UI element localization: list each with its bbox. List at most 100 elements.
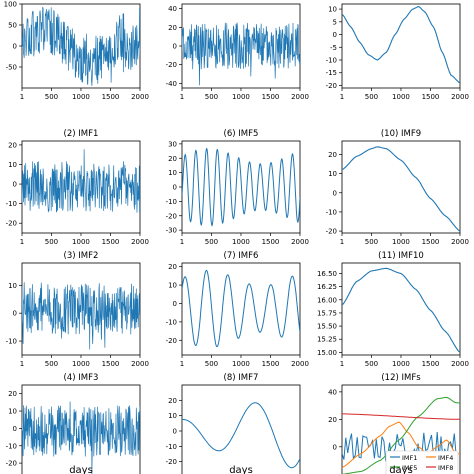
x-axis-label: days bbox=[69, 465, 93, 474]
x-tick-label: 500 bbox=[365, 93, 378, 101]
y-tick-label: 5 bbox=[333, 18, 337, 26]
y-tick-label: 10 bbox=[168, 282, 177, 290]
y-tick-label: -20 bbox=[166, 212, 177, 220]
y-tick-label: -20 bbox=[326, 228, 337, 236]
legend-label: IMF4 bbox=[438, 454, 453, 462]
axes-frame bbox=[181, 262, 301, 356]
x-tick-label: 500 bbox=[365, 360, 378, 368]
x-tick-label: 1500 bbox=[262, 238, 280, 246]
x-axis-label: days bbox=[229, 465, 253, 474]
y-tick-label: 0 bbox=[173, 428, 177, 436]
y-tick-label: 0 bbox=[173, 43, 177, 51]
subplot-title: (11) IMF10 bbox=[378, 251, 424, 261]
series-line bbox=[22, 282, 140, 350]
subplot-title: (10) IMF9 bbox=[381, 129, 421, 139]
y-tick-label: -20 bbox=[166, 337, 177, 345]
subplot-title: (6) IMF5 bbox=[224, 129, 259, 139]
x-tick-label: 500 bbox=[205, 238, 218, 246]
x-tick-label: 1 bbox=[180, 238, 184, 246]
subplot-title: (2) IMF1 bbox=[64, 129, 99, 139]
y-tick-label: 10 bbox=[8, 408, 17, 416]
x-tick-label: 1 bbox=[340, 93, 344, 101]
series-line-imf4 bbox=[342, 421, 460, 468]
y-tick-label: 15.50 bbox=[317, 323, 337, 331]
x-tick-label: 500 bbox=[45, 238, 58, 246]
x-tick-label: 1500 bbox=[422, 93, 440, 101]
x-tick-label: 2000 bbox=[131, 360, 149, 368]
series-line bbox=[342, 6, 460, 84]
y-tick-label: 30 bbox=[168, 140, 177, 148]
y-tick-label: 0 bbox=[173, 300, 177, 308]
x-tick-label: 2000 bbox=[291, 238, 309, 246]
x-tick-label: 500 bbox=[45, 360, 58, 368]
y-tick-label: -10 bbox=[6, 442, 17, 450]
subplot-title: (8) IMF7 bbox=[224, 373, 259, 383]
legend-label: IMF5 bbox=[402, 464, 417, 472]
x-tick-label: 1000 bbox=[72, 238, 90, 246]
x-tick-label: 1500 bbox=[262, 360, 280, 368]
y-tick-label: -30 bbox=[166, 227, 177, 235]
x-tick-label: 1 bbox=[20, 238, 24, 246]
series-line-imf1 bbox=[342, 431, 457, 462]
y-tick-label: 10 bbox=[8, 282, 17, 290]
y-tick-label: 40 bbox=[328, 388, 337, 396]
x-tick-label: 500 bbox=[365, 238, 378, 246]
x-tick-label: 1500 bbox=[102, 238, 120, 246]
subplot-title: (3) IMF2 bbox=[64, 251, 99, 261]
x-tick-label: 2000 bbox=[131, 238, 149, 246]
series-line bbox=[22, 149, 140, 213]
y-tick-label: -20 bbox=[166, 458, 177, 466]
y-tick-label: 10 bbox=[168, 412, 177, 420]
x-tick-label: 1000 bbox=[72, 360, 90, 368]
x-tick-label: 1 bbox=[340, 238, 344, 246]
y-tick-label: 20 bbox=[8, 141, 17, 149]
x-tick-label: 1000 bbox=[232, 360, 250, 368]
x-tick-label: 1500 bbox=[102, 93, 120, 101]
y-tick-label: -20 bbox=[6, 220, 17, 228]
y-tick-label: 15.75 bbox=[317, 309, 337, 317]
subplot-title: (7) IMF6 bbox=[224, 251, 259, 261]
y-tick-label: -10 bbox=[166, 198, 177, 206]
y-tick-label: 16.50 bbox=[317, 270, 337, 278]
series-line bbox=[22, 401, 140, 474]
series-line bbox=[182, 22, 300, 86]
y-tick-label: 0 bbox=[333, 31, 337, 39]
x-tick-label: 2000 bbox=[451, 93, 469, 101]
x-tick-label: 1500 bbox=[422, 238, 440, 246]
y-tick-label: -10 bbox=[6, 338, 17, 346]
subplot-title: (12) IMFs bbox=[381, 373, 421, 383]
x-tick-label: 2000 bbox=[291, 93, 309, 101]
y-tick-label: 20 bbox=[328, 151, 337, 159]
x-tick-label: 1 bbox=[180, 360, 184, 368]
x-tick-label: 1000 bbox=[232, 238, 250, 246]
y-tick-label: 20 bbox=[168, 397, 177, 405]
x-tick-label: 2000 bbox=[451, 360, 469, 368]
x-tick-label: 2000 bbox=[451, 238, 469, 246]
y-tick-label: -15 bbox=[326, 69, 337, 77]
y-tick-label: 20 bbox=[168, 155, 177, 163]
x-tick-label: 1000 bbox=[392, 360, 410, 368]
y-tick-label: 100 bbox=[4, 1, 17, 9]
y-tick-label: 10 bbox=[328, 6, 337, 14]
series-line bbox=[182, 402, 300, 469]
axes-frame bbox=[181, 384, 301, 474]
legend-label: IMF8 bbox=[438, 464, 453, 472]
x-tick-label: 1000 bbox=[72, 93, 90, 101]
series-line bbox=[22, 6, 140, 86]
x-tick-label: 500 bbox=[205, 93, 218, 101]
x-tick-label: 1000 bbox=[392, 238, 410, 246]
series-line-imf5 bbox=[342, 396, 460, 474]
x-tick-label: 2000 bbox=[291, 360, 309, 368]
series-line bbox=[342, 267, 460, 353]
y-tick-label: 0 bbox=[333, 189, 337, 197]
legend-label: IMF1 bbox=[402, 454, 417, 462]
x-tick-label: 1500 bbox=[422, 360, 440, 368]
y-tick-label: -20 bbox=[326, 82, 337, 90]
series-line-imf8 bbox=[342, 413, 460, 420]
